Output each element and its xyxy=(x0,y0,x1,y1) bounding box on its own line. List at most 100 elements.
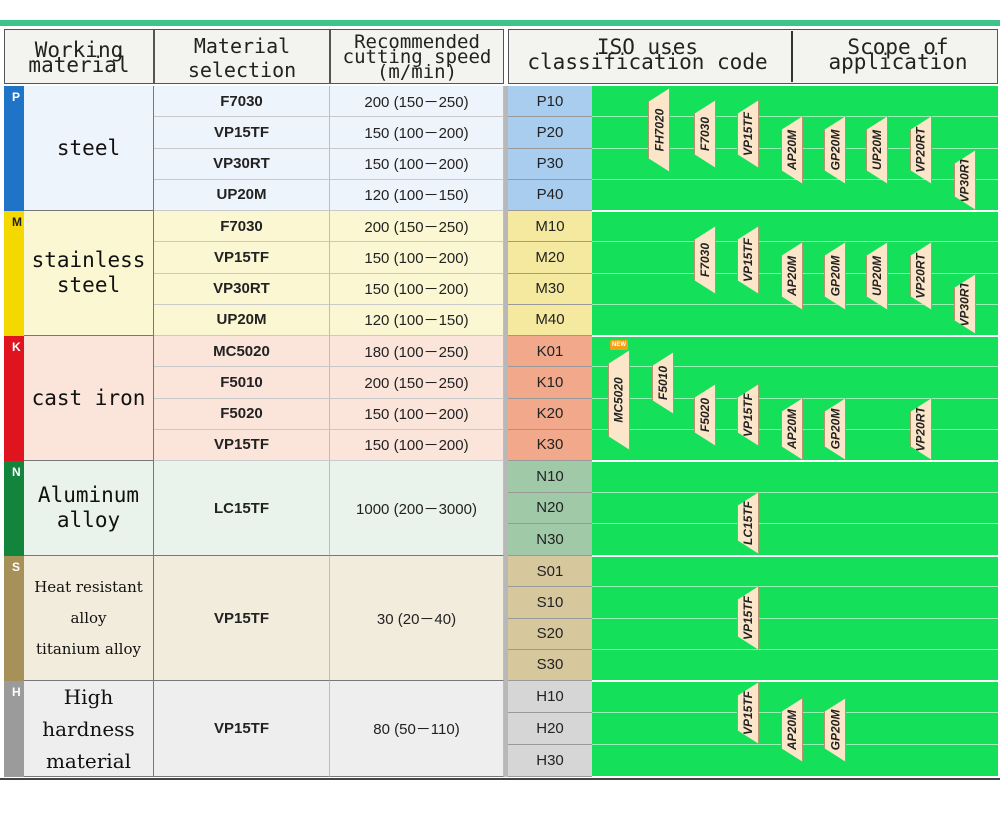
iso-code: H30 xyxy=(508,745,592,777)
group-letter: K xyxy=(12,340,21,354)
cutting-speed: 200 (150－250) xyxy=(330,367,504,399)
scope-tag-label: GP20M xyxy=(828,709,842,751)
scope-tag-label: AP20M xyxy=(785,408,800,450)
iso-code: S20 xyxy=(508,618,592,650)
group-strip-s: S xyxy=(4,556,24,681)
scope-tag-label: VP20RT xyxy=(914,253,929,299)
cutting-speed: 1000 (200－3000) xyxy=(330,461,504,556)
scope-tag-label: GP20M xyxy=(828,255,842,297)
cutting-speed: 150 (100－200) xyxy=(330,242,504,274)
top-border xyxy=(0,20,1000,26)
scope-tag-label: VP20RT xyxy=(914,127,929,173)
column-gap xyxy=(504,461,508,556)
working-material-label: material xyxy=(45,748,132,773)
iso-code: M40 xyxy=(508,304,592,336)
scope-tag-label: UP20M xyxy=(870,129,885,171)
scope-tag-label: VP15TF xyxy=(741,111,756,157)
header-text: cutting speed xyxy=(342,46,492,68)
working-material-label: Aluminum xyxy=(37,483,140,507)
iso-code: K20 xyxy=(508,398,592,430)
iso-code: M10 xyxy=(508,211,592,243)
working-material-label: Heat resistant xyxy=(34,577,143,596)
scope-tag-label: VP15TF xyxy=(741,392,756,438)
scope-gridline xyxy=(592,491,998,493)
scope-gridline xyxy=(592,241,998,243)
cutting-speed: 30 (20－40) xyxy=(330,556,504,681)
material-grade: VP15TF xyxy=(154,556,330,681)
iso-code: H20 xyxy=(508,713,592,745)
scope-gridline xyxy=(592,523,998,525)
scope-tag-label: UP20M xyxy=(870,255,885,297)
iso-code: N10 xyxy=(508,461,592,493)
scope-tag-mc5020: MC5020 xyxy=(608,350,630,450)
material-grade: F7030 xyxy=(154,86,330,118)
iso-code: P30 xyxy=(508,148,592,180)
group-separator xyxy=(592,210,998,212)
cutting-speed: 120 (100－150) xyxy=(330,179,504,211)
working-material-label: stainless xyxy=(31,248,146,272)
group-separator xyxy=(592,555,998,557)
scope-tag-label: VP15TF xyxy=(741,595,756,641)
working-material-label: alloy xyxy=(56,508,121,532)
bottom-border xyxy=(0,778,1000,780)
group-letter: M xyxy=(12,215,22,229)
material-grade: F7030 xyxy=(154,211,330,243)
header-text: Recommended xyxy=(354,31,480,53)
working-material-label: titanium alloy xyxy=(36,639,141,658)
scope-tag-label: GP20M xyxy=(828,408,842,450)
working-material-k: cast iron xyxy=(24,336,154,461)
header-scope: Scope of application xyxy=(800,35,996,73)
scope-tag-label: LC15TF xyxy=(741,500,756,546)
cutting-speed: 150 (100－200) xyxy=(330,117,504,149)
scope-tag-label: F7030 xyxy=(698,242,712,278)
header-text: Scope of xyxy=(847,35,949,59)
scope-tag-fh7020: FH7020 xyxy=(648,88,670,172)
group-strip-m: M xyxy=(4,211,24,336)
working-material-label: steel xyxy=(56,135,121,160)
group-separator xyxy=(592,460,998,462)
iso-code: P40 xyxy=(508,179,592,211)
cutting-speed: 150 (100－200) xyxy=(330,398,504,430)
scope-tag-label: VP15TF xyxy=(741,690,756,736)
scope-tag-label: AP20M xyxy=(785,129,800,171)
scope-tag-label: F5010 xyxy=(656,365,670,401)
header-text: selection xyxy=(187,57,297,82)
iso-code: P10 xyxy=(508,86,592,118)
iso-code: N30 xyxy=(508,524,592,556)
cutting-speed: 120 (100－150) xyxy=(330,304,504,336)
iso-code: S10 xyxy=(508,587,592,619)
working-material-label: hardness xyxy=(42,716,135,741)
cutting-speed: 150 (100－200) xyxy=(330,273,504,305)
column-gap xyxy=(504,86,508,211)
material-grade: MC5020 xyxy=(154,336,330,368)
cutting-speed: 150 (100－200) xyxy=(330,148,504,180)
header-divider xyxy=(791,31,793,82)
cutting-speed: 180 (100－250) xyxy=(330,336,504,368)
group-strip-k: K xyxy=(4,336,24,461)
scope-gridline xyxy=(592,116,998,118)
iso-code: K10 xyxy=(508,367,592,399)
column-gap xyxy=(504,681,508,777)
scope-gridline xyxy=(592,366,998,368)
group-letter: H xyxy=(12,685,21,699)
group-separator xyxy=(592,776,998,778)
header-iso-scope xyxy=(508,29,998,84)
scope-tag-label: VP20RT xyxy=(914,406,929,452)
group-letter: P xyxy=(12,90,21,104)
iso-code: P20 xyxy=(508,117,592,149)
scope-tag-label: GP20M xyxy=(828,129,842,171)
material-grade: LC15TF xyxy=(154,461,330,556)
scope-tag-label: MC5020 xyxy=(612,377,627,423)
iso-code: K01 xyxy=(508,336,592,368)
material-grade: VP15TF xyxy=(154,117,330,149)
header-text: material xyxy=(28,52,130,77)
scope-tag-label: VP30RT xyxy=(958,157,973,203)
new-badge: NEW xyxy=(610,340,628,350)
working-material-s: Heat resistant alloy titanium alloy xyxy=(24,556,154,681)
column-gap xyxy=(504,556,508,681)
material-grade: VP30RT xyxy=(154,273,330,305)
working-material-label: alloy xyxy=(70,608,107,627)
iso-code: M30 xyxy=(508,273,592,305)
scope-tag-label: F7030 xyxy=(698,116,712,152)
